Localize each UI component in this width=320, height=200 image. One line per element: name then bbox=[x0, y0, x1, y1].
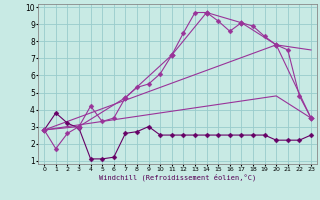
X-axis label: Windchill (Refroidissement éolien,°C): Windchill (Refroidissement éolien,°C) bbox=[99, 173, 256, 181]
